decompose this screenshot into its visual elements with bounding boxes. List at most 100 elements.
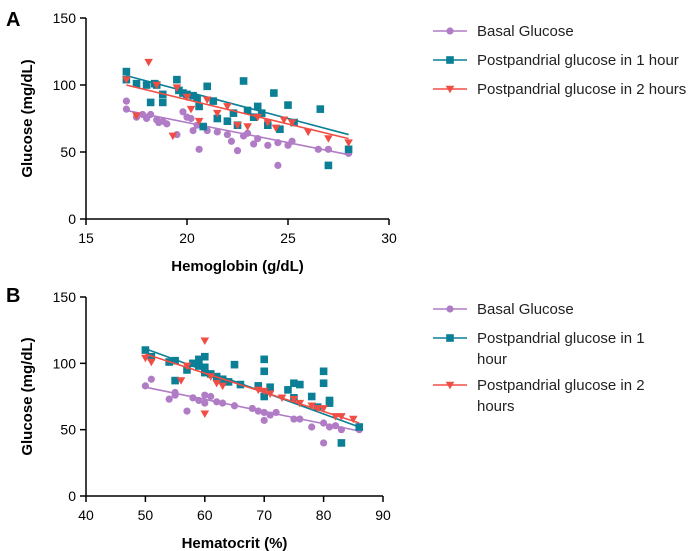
data-point: [284, 101, 292, 109]
y-axis-label: Glucose (mg/dL): [19, 337, 36, 455]
data-point: [303, 128, 313, 137]
y-tick-label: 100: [53, 355, 77, 371]
y-tick-label: 100: [53, 77, 77, 93]
trend-line: [126, 84, 349, 140]
data-point: [313, 405, 322, 413]
data-point: [337, 413, 346, 421]
data-point: [260, 392, 268, 401]
trend-line: [145, 353, 360, 424]
data-point: [218, 382, 227, 391]
data-point: [319, 367, 328, 376]
data-point: [168, 132, 178, 141]
series-basal: [141, 375, 363, 447]
x-tick-label: 60: [197, 507, 213, 523]
data-point: [248, 404, 256, 413]
data-point: [193, 94, 201, 103]
legend-label-line: Postpandrial glucose in 1 hour: [477, 52, 679, 69]
legend-label-line: Postpandrial glucose in 1: [477, 330, 645, 347]
data-point: [158, 98, 167, 107]
data-point: [288, 137, 296, 145]
data-point: [200, 337, 210, 345]
data-point: [179, 89, 187, 97]
data-point: [254, 135, 262, 143]
legend-label: Postpandrial glucose in 1 hour: [477, 52, 679, 69]
data-point: [171, 356, 179, 365]
data-point: [195, 145, 203, 153]
data-point: [243, 123, 252, 131]
data-point: [199, 122, 207, 131]
data-point: [182, 362, 192, 371]
legend-marker: [446, 27, 454, 35]
data-point: [274, 161, 282, 169]
panel-letter: B: [6, 285, 20, 307]
data-point: [244, 129, 252, 137]
data-point: [171, 376, 179, 385]
data-point: [201, 352, 209, 361]
data-point: [209, 97, 218, 105]
data-point: [141, 354, 150, 363]
data-point: [230, 402, 239, 410]
data-point: [195, 362, 203, 370]
y-tick-label: 50: [60, 422, 76, 438]
data-point: [272, 408, 280, 417]
data-point: [223, 117, 232, 125]
data-point: [147, 110, 155, 119]
data-point: [219, 399, 227, 407]
data-point: [337, 439, 346, 447]
data-point: [296, 380, 304, 389]
legend-marker: [445, 381, 455, 390]
data-point: [265, 390, 275, 399]
data-point: [141, 382, 149, 390]
legend-item-pp2: Postpandrial glucose in 2 hours: [433, 377, 645, 415]
legend-marker: [446, 56, 454, 64]
data-point: [324, 161, 333, 170]
series-basal: [122, 97, 353, 169]
data-point: [144, 58, 153, 67]
data-point: [152, 81, 161, 90]
data-point: [165, 395, 173, 403]
data-point: [147, 358, 156, 367]
data-point: [132, 112, 141, 121]
legend-item-pp1: Postpandrial glucose in 1 hour: [433, 52, 679, 69]
data-point: [259, 387, 269, 396]
x-axis-label: Hemoglobin (g/dL): [171, 258, 303, 275]
data-point: [320, 419, 328, 427]
data-point: [319, 405, 328, 413]
data-point: [183, 407, 191, 415]
data-point: [295, 399, 305, 408]
data-point: [176, 377, 186, 385]
data-point: [179, 108, 187, 116]
data-point: [239, 77, 248, 85]
data-point: [132, 79, 141, 88]
data-point: [223, 103, 232, 111]
data-point: [122, 97, 130, 105]
data-point: [308, 423, 316, 431]
data-point: [213, 114, 222, 123]
data-point: [284, 386, 292, 394]
legend-item-pp1: Postpandrial glucose in 1 hour: [433, 330, 645, 368]
data-point: [344, 139, 353, 147]
legend-item-basal: Basal Glucose: [433, 23, 574, 40]
data-point: [230, 360, 239, 369]
legend-label-line: Basal Glucose: [477, 301, 574, 318]
data-point: [187, 114, 195, 123]
data-point: [213, 109, 222, 118]
data-point: [316, 105, 325, 113]
legend-label: Postpandrial glucose in 2 hours: [477, 81, 686, 98]
data-point: [254, 407, 262, 415]
data-point: [337, 426, 346, 434]
panel-a: A 15 20 25 30 0 50 100 150 Hemoglobin (g/dL) Gluco…: [6, 9, 686, 275]
data-point: [257, 109, 266, 117]
data-point: [122, 67, 131, 76]
x-tick-label: 40: [78, 507, 94, 523]
series-pp2: [141, 337, 360, 424]
data-point: [146, 98, 155, 107]
data-point: [325, 396, 334, 405]
data-point: [320, 439, 328, 447]
data-point: [213, 398, 221, 406]
data-point: [260, 408, 268, 417]
y-tick-label: 0: [68, 488, 76, 504]
data-point: [182, 93, 192, 102]
trend-line: [126, 74, 349, 136]
